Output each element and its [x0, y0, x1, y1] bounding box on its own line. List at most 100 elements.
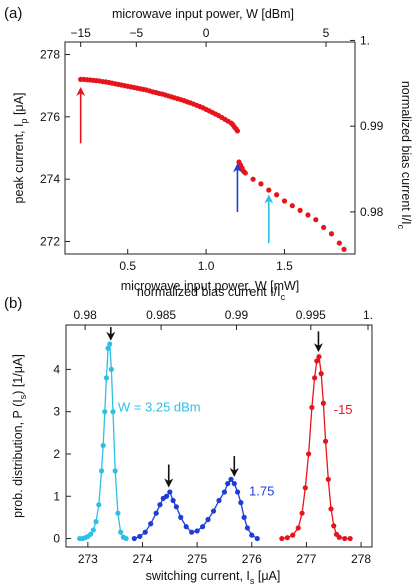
panel-b-y-ticks: 0 1 2 3 4: [53, 362, 71, 546]
b-y-tick-label: 2: [53, 447, 60, 461]
b-data-point: [205, 516, 211, 523]
b-data-point: [96, 502, 102, 508]
b-data-point: [153, 510, 159, 516]
b-data-point: [231, 480, 237, 487]
b-data-point: [347, 535, 353, 542]
a-data-point: [242, 170, 248, 176]
a-data-point: [281, 198, 288, 204]
panel-a-y-ticks: 272 274 276 278: [40, 47, 70, 249]
b-series-line: [79, 343, 127, 540]
a-x-tick-label: 1.5: [276, 259, 293, 273]
panel-b-annotations: W = 3.25 dBm 1.75 -15: [118, 400, 353, 499]
panel-b-xlabel-unit: [μA]: [254, 569, 280, 583]
b-data-point: [318, 371, 324, 377]
b-data-point: [249, 532, 255, 538]
b-data-point: [295, 525, 301, 531]
b-data-point: [320, 400, 326, 406]
a-top-tick-label: 0: [203, 26, 210, 40]
panel-b-top-xlabel: normalized bias current I/Ic: [137, 285, 286, 302]
b-x-tick-label: 276: [242, 552, 262, 566]
b-data-point: [105, 345, 111, 351]
a-data-point: [266, 187, 272, 193]
panel-b-top-xlabel-sub: c: [281, 292, 286, 302]
b-data-point: [225, 480, 231, 487]
b-y-tick-label: 1: [53, 489, 60, 503]
b-y-tick-label: 4: [53, 362, 60, 376]
b-x-tick-label: 274: [132, 552, 152, 566]
b-data-point: [241, 514, 247, 521]
b-data-point: [148, 521, 154, 527]
panel-b-label: (b): [4, 295, 22, 312]
b-data-point: [170, 497, 176, 504]
b-top-tick-label: 0.985: [146, 308, 176, 322]
b-y-tick-label: 0: [53, 532, 60, 546]
b-x-tick-label: 275: [187, 552, 207, 566]
b-data-point: [244, 525, 251, 531]
a-y-tick-label: 276: [40, 110, 60, 124]
b-data-point: [325, 476, 331, 482]
b-data-point: [110, 409, 116, 415]
panel-a: (a) microwave input power, W [dBm] 0.5 1.…: [4, 5, 413, 293]
panel-b-ylabel-text: prob. distribution, P (I: [11, 399, 25, 518]
a-top-tick-label: −5: [129, 26, 143, 40]
b-data-point: [306, 451, 312, 457]
a-x-tick-label: 1.0: [198, 259, 215, 273]
b-top-tick-label: 1.: [363, 308, 373, 322]
b-data-point: [254, 535, 260, 542]
b-annotation: 1.75: [249, 483, 274, 498]
b-x-tick-label: 273: [78, 552, 98, 566]
panel-a-arrows: [76, 86, 274, 244]
panel-b-x-ticks: 273 274 275 276 277 278: [78, 542, 371, 566]
b-data-point: [118, 529, 124, 535]
b-data-point: [200, 524, 206, 530]
panel-a-ylabel-unit: [μA]: [12, 93, 26, 119]
panel-a-plot-frame: [64, 41, 356, 255]
b-data-point: [108, 366, 114, 372]
b-annotation: W = 3.25 dBm: [118, 400, 201, 415]
panel-b-arrows: [106, 327, 323, 488]
panel-a-right-ylabel-sub: c: [396, 225, 406, 230]
panel-b-xlabel: switching current, Is [μA]: [146, 569, 281, 584]
b-data-point: [93, 519, 99, 525]
panel-a-label: (a): [4, 5, 22, 22]
b-x-tick-label: 277: [296, 552, 316, 566]
b-data-point: [102, 409, 108, 415]
panel-a-top-ticks: −15 −5 0 5: [70, 26, 330, 47]
b-data-point: [279, 535, 285, 542]
b-top-tick-label: 0.99: [225, 308, 249, 322]
panel-b-ylabel-unit: ) [1/μA]: [11, 354, 25, 395]
a-data-point: [313, 217, 319, 223]
panel-b-xlabel-sub: s: [250, 576, 255, 584]
b-data-point: [157, 502, 163, 508]
panel-a-right-ylabel: normalized bias current I/Ic: [396, 81, 413, 230]
panel-b: (b) normalized bias current I/Ic 273 274 2…: [4, 285, 373, 584]
b-data-point: [314, 358, 320, 364]
b-data-point: [210, 508, 217, 514]
panel-b-series: [77, 341, 353, 542]
b-data-point: [163, 493, 170, 499]
panel-b-ylabel: prob. distribution, P (Is) [1/μA]: [11, 354, 28, 518]
b-data-point: [123, 535, 129, 542]
b-data-point: [107, 341, 113, 347]
a-data-point: [297, 207, 303, 213]
a-data-point: [305, 212, 311, 218]
a-y-tick-label: 278: [40, 47, 60, 61]
panel-a-top-xlabel: microwave input power, W [dBm]: [112, 7, 294, 21]
a-data-point: [258, 181, 264, 187]
b-data-point: [100, 442, 106, 449]
b-data-point: [87, 531, 94, 537]
a-y-tick-label: 274: [40, 172, 60, 186]
b-data-point: [336, 534, 342, 540]
b-top-tick-label: 0.98: [73, 308, 97, 322]
a-y-tick-label: 272: [40, 235, 60, 249]
b-data-point: [98, 468, 105, 474]
panel-a-ylabel-text: peak current, I: [12, 124, 26, 204]
b-data-point: [221, 489, 228, 495]
b-data-point: [290, 532, 296, 538]
b-data-point: [178, 514, 184, 521]
a-right-tick-label: 1.: [360, 33, 370, 47]
panel-b-ylabel-sub: s: [18, 394, 28, 399]
a-right-tick-label: 0.98: [360, 205, 384, 219]
b-data-point: [189, 529, 195, 535]
